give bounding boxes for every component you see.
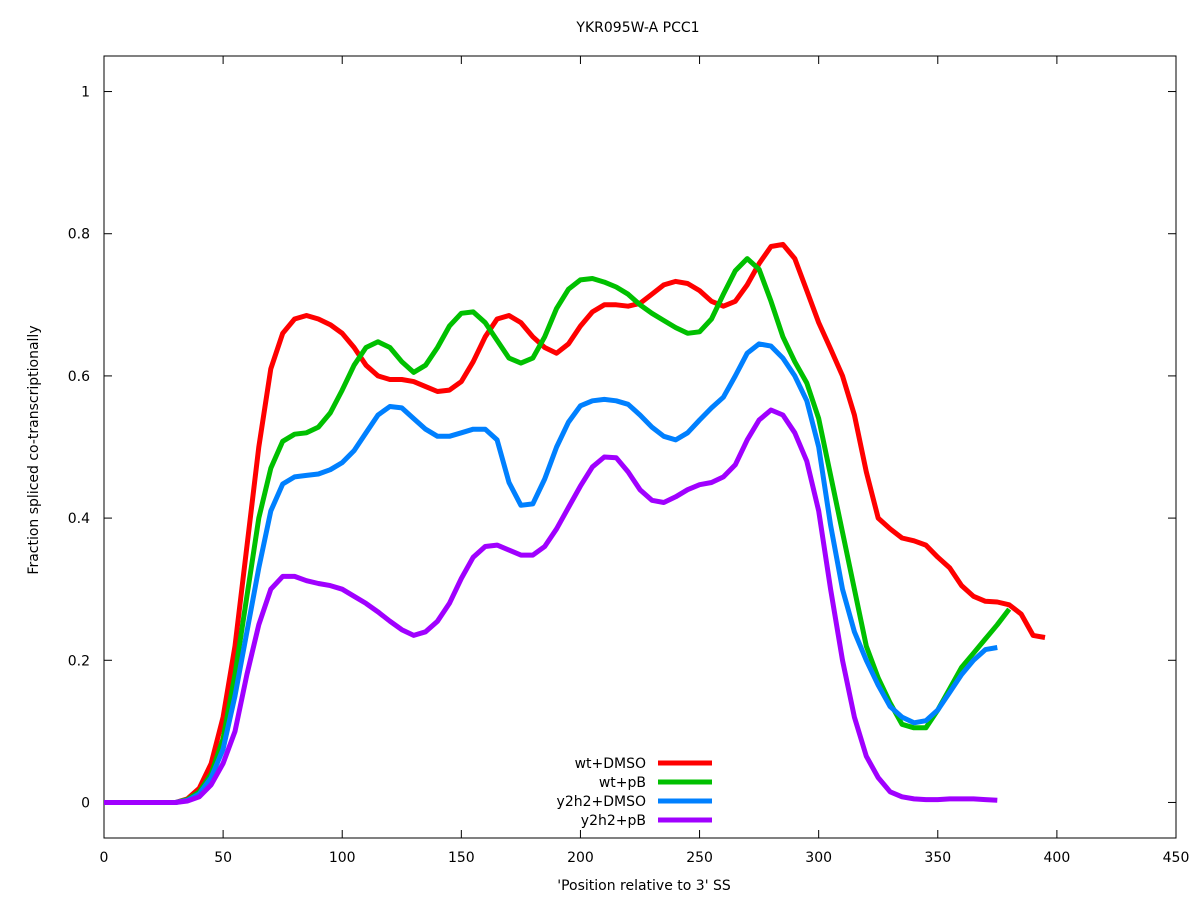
series-line-3 (104, 407, 998, 805)
y-axis-label: Fraction spliced co-transcriptionally (26, 325, 42, 574)
y-tick-label: 0.4 (68, 511, 90, 527)
series-line-0 (104, 241, 1046, 805)
x-tick-label: 350 (924, 850, 951, 866)
axis-ticks: 0 50 100 150 200 250 300 350 400 450 0 0.2 0.4 0.6 0.8… (68, 56, 1190, 866)
x-tick-label: 150 (448, 850, 475, 866)
legend: wt+DMSO wt+pB y2h2+DMSO y2h2+pB (557, 756, 712, 829)
x-tick-label: 400 (1044, 850, 1071, 866)
x-tick-label: 0 (100, 850, 109, 866)
legend-label: wt+DMSO (575, 756, 646, 772)
series-group (104, 241, 1046, 805)
legend-label: y2h2+DMSO (557, 794, 646, 810)
x-tick-label: 250 (686, 850, 713, 866)
x-tick-label: 100 (329, 850, 356, 866)
x-axis-label: 'Position relative to 3' SS (557, 878, 731, 894)
plot-frame (103, 55, 1177, 839)
series-line-1 (104, 256, 1012, 805)
legend-label: wt+pB (599, 775, 646, 791)
y-tick-label: 0.6 (68, 369, 90, 385)
y-tick-label: 0.8 (68, 227, 90, 243)
y-tick-label: 1 (81, 85, 90, 101)
x-tick-label: 300 (805, 850, 832, 866)
x-tick-label: 50 (214, 850, 232, 866)
x-tick-label: 200 (567, 850, 594, 866)
series-line-2 (104, 341, 998, 805)
y-tick-label: 0 (81, 795, 90, 811)
chart-title: YKR095W-A PCC1 (575, 20, 699, 36)
x-tick-label: 450 (1163, 850, 1190, 866)
y-tick-label: 0.2 (68, 653, 90, 669)
legend-label: y2h2+pB (581, 813, 646, 829)
